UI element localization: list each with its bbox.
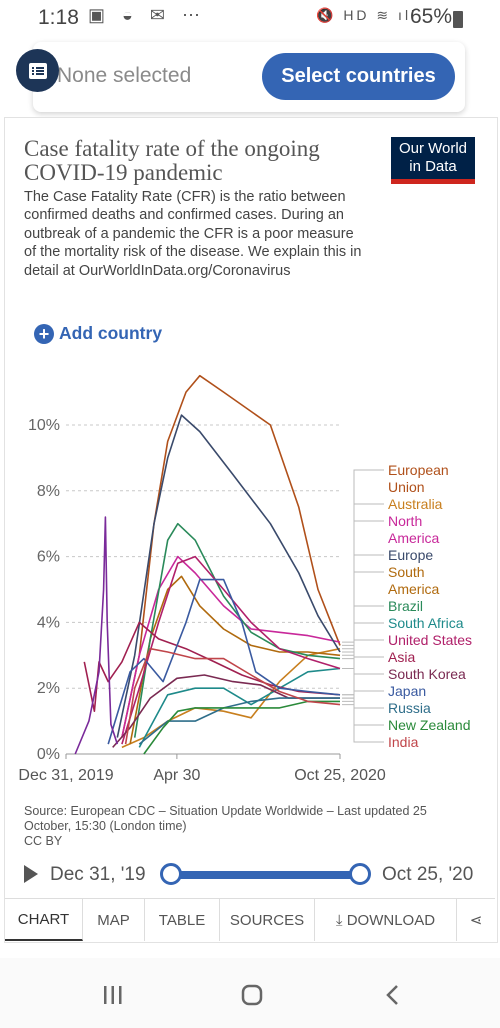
notification-icons: ▣ ◒ ✉ ⋯	[88, 5, 206, 25]
y-tick-label: 10%	[28, 417, 60, 434]
timeline-start-date: Dec 31, '19	[50, 864, 146, 885]
series-line	[143, 700, 340, 755]
license-text: CC BY	[24, 834, 63, 848]
series-line	[121, 647, 341, 749]
x-tick-label: Dec 31, 2019	[18, 767, 113, 784]
share-icon[interactable]: ⋖	[469, 912, 483, 929]
legend-label: South Korea	[388, 666, 466, 682]
back-icon[interactable]	[385, 984, 399, 1006]
play-icon[interactable]	[24, 865, 38, 883]
legend-label: New Zealand	[388, 717, 471, 733]
series-line	[74, 516, 119, 755]
x-tick-label: Oct 25, 2020	[294, 767, 386, 784]
y-tick-label: 6%	[37, 549, 60, 566]
series-line	[138, 667, 341, 748]
legend-label: South	[388, 564, 425, 580]
legend-label: Australia	[388, 496, 443, 512]
legend-label: India	[388, 734, 419, 750]
tab-chart[interactable]: CHART	[5, 899, 83, 941]
legend-leader-line	[342, 503, 384, 650]
legend-label: Russia	[388, 700, 431, 716]
status-time: 1:18	[38, 6, 79, 29]
legend-leader-line	[342, 605, 384, 660]
legend-label: Japan	[388, 683, 426, 699]
legend-label: Union	[388, 479, 425, 495]
legend-leader-line	[342, 554, 384, 653]
legend-label: Europe	[388, 547, 433, 563]
legend-leader-line	[342, 697, 384, 709]
tab-download[interactable]: ⤓ DOWNLOAD	[315, 899, 457, 941]
series-line	[107, 578, 341, 745]
logo-line1: Our World	[398, 140, 468, 157]
y-tick-label: 2%	[37, 680, 60, 697]
legend-label: European	[388, 462, 449, 478]
source-text: Source: European CDC – Situation Update …	[24, 804, 427, 833]
timeline-end-date: Oct 25, '20	[382, 864, 474, 885]
battery-icon	[453, 11, 463, 28]
android-nav-bar	[0, 958, 500, 1028]
home-icon[interactable]	[241, 984, 263, 1006]
signal-icons: 🔇 HD ≋ ıll	[316, 7, 418, 23]
timeline-start-handle[interactable]	[160, 863, 182, 885]
legend-label: Brazil	[388, 598, 423, 614]
legend-label: Asia	[388, 649, 415, 665]
recents-icon[interactable]	[103, 985, 123, 1005]
series-line	[124, 647, 341, 745]
chart-tabs: CHART MAP TABLE SOURCES ⤓ DOWNLOAD ⋖	[5, 898, 495, 941]
tab-sources[interactable]: SOURCES	[220, 899, 315, 941]
series-line	[138, 697, 340, 745]
chart-title: Case fatality rate of the ongoing COVID-…	[24, 136, 320, 185]
add-country-button[interactable]: + Add country	[34, 323, 162, 344]
legend-leader-line	[342, 656, 384, 696]
legend-leader-line	[342, 704, 384, 743]
list-icon[interactable]	[16, 49, 59, 92]
battery-percent: 65%	[410, 5, 453, 28]
legend-label: United States	[388, 632, 472, 648]
chart-subtitle: The Case Fatality Rate (CFR) is the rati…	[24, 189, 362, 279]
series-line	[121, 555, 341, 738]
y-tick-label: 0%	[37, 746, 60, 763]
legend-leader-line	[342, 690, 384, 696]
series-line	[121, 555, 341, 745]
status-bar: 1:18 ▣ ◒ ✉ ⋯ 🔇 HD ≋ ıll 65%	[0, 0, 500, 36]
legend-leader-line	[342, 520, 384, 643]
owid-logo[interactable]: Our World in Data	[391, 137, 475, 184]
series-line	[116, 414, 341, 738]
chart-source: Source: European CDC – Situation Update …	[24, 804, 464, 849]
x-tick-label: Apr 30	[153, 767, 200, 784]
legend-label: America	[388, 581, 440, 597]
y-tick-label: 8%	[37, 483, 60, 500]
series-line	[129, 575, 341, 745]
add-country-label: Add country	[59, 323, 163, 343]
series-line	[133, 522, 341, 738]
line-chart: 0% 2% 4% 6% 8% 10% Dec 31, 2019 Apr 30 Oct 25, 2…	[18, 374, 472, 784]
logo-line2: in Data	[409, 158, 457, 175]
legend-label: North	[388, 513, 422, 529]
legend-leader-line	[342, 469, 384, 646]
legend-leader-line	[342, 639, 384, 669]
series-line	[121, 374, 341, 738]
chart-card	[4, 117, 498, 943]
y-tick-label: 4%	[37, 614, 60, 631]
select-countries-button[interactable]: Select countries	[262, 53, 455, 100]
legend-leader-line	[342, 571, 384, 656]
tab-table[interactable]: TABLE	[145, 899, 220, 941]
legend-label: South Africa	[388, 615, 464, 631]
legend-label: America	[388, 530, 440, 546]
selected-countries-text[interactable]: None selected	[57, 64, 192, 87]
timeline-slider-track[interactable]	[169, 871, 359, 879]
plus-icon: +	[34, 323, 54, 344]
tab-map[interactable]: MAP	[83, 899, 145, 941]
timeline-end-handle[interactable]	[349, 863, 371, 885]
